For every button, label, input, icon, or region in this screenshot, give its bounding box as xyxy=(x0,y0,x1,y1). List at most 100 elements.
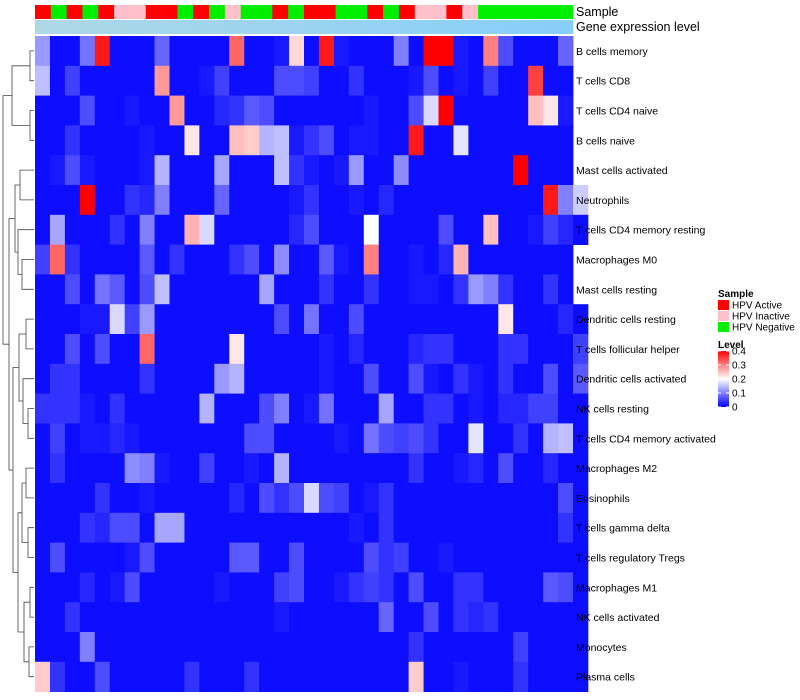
heatmap-cell xyxy=(348,36,365,67)
heatmap-cell xyxy=(154,65,170,96)
heatmap-cell xyxy=(408,453,424,484)
heatmap-cell xyxy=(363,363,380,394)
heatmap-cell xyxy=(363,214,380,245)
heatmap-cell xyxy=(35,363,51,394)
heatmap-cell xyxy=(558,155,574,186)
legend-tick-label: 0.2 xyxy=(732,375,746,386)
heatmap-cell xyxy=(109,125,126,156)
heatmap-cell xyxy=(139,214,155,245)
row-label: Macrophages M2 xyxy=(576,463,657,475)
heatmap-cell xyxy=(49,632,66,663)
row-label: T cells CD4 memory activated xyxy=(576,433,716,445)
annotation-label-sample: Sample xyxy=(576,5,618,19)
heatmap-cell xyxy=(139,632,155,663)
heatmap-cell xyxy=(378,244,395,275)
heatmap-cell xyxy=(513,542,529,573)
row-label: Neutrophils xyxy=(576,195,629,207)
heatmap-cell xyxy=(393,572,410,603)
heatmap-cell xyxy=(214,602,230,633)
row-label: Plasma cells xyxy=(576,672,635,684)
expression-annotation-cell xyxy=(478,20,495,34)
legend-entry-label: HPV Inactive xyxy=(732,312,790,323)
heatmap-cell xyxy=(453,214,469,245)
heatmap-cell xyxy=(318,661,335,692)
heatmap-cell xyxy=(229,363,245,394)
heatmap-cell xyxy=(348,65,365,96)
heatmap-cell xyxy=(528,661,544,692)
heatmap-cell xyxy=(453,572,469,603)
heatmap-cell xyxy=(498,661,514,692)
heatmap-cell xyxy=(199,423,215,454)
heatmap-cell xyxy=(378,274,395,305)
heatmap-cell xyxy=(423,334,439,365)
heatmap-cell xyxy=(483,36,499,67)
heatmap-cell xyxy=(109,274,126,305)
sample-annotation-cell xyxy=(35,5,52,19)
heatmap-cell xyxy=(259,483,275,514)
heatmap-cell xyxy=(229,542,245,573)
sample-annotation-cell xyxy=(209,5,226,19)
heatmap-cell xyxy=(244,453,260,484)
heatmap-cell xyxy=(35,274,51,305)
heatmap-cell xyxy=(49,214,66,245)
sample-annotation-cell xyxy=(478,5,495,19)
heatmap-cell xyxy=(528,155,544,186)
heatmap-cell xyxy=(184,214,200,245)
heatmap-cell xyxy=(184,304,200,335)
heatmap-cell xyxy=(513,393,529,424)
heatmap-cell xyxy=(423,483,439,514)
heatmap-cell xyxy=(244,185,260,216)
heatmap-cell xyxy=(289,185,305,216)
heatmap-cell xyxy=(573,661,589,692)
sample-annotation-cell xyxy=(240,5,257,19)
heatmap-cell xyxy=(363,453,380,484)
heatmap-cell xyxy=(214,632,230,663)
heatmap-cell xyxy=(169,423,185,454)
heatmap-cell xyxy=(49,602,66,633)
heatmap-cell xyxy=(139,274,155,305)
heatmap-cell xyxy=(453,542,469,573)
heatmap-cell xyxy=(468,632,484,663)
heatmap-cell xyxy=(438,661,454,692)
expression-annotation-cell xyxy=(557,20,574,34)
heatmap-cell xyxy=(543,65,559,96)
heatmap-cell xyxy=(453,393,469,424)
heatmap-cell xyxy=(513,453,529,484)
heatmap-cell xyxy=(289,244,305,275)
heatmap-cell xyxy=(259,632,275,663)
heatmap-cell xyxy=(573,423,589,454)
heatmap-cell xyxy=(109,393,126,424)
heatmap-cell xyxy=(423,453,439,484)
heatmap-cell xyxy=(169,661,185,692)
heatmap-cell xyxy=(513,602,529,633)
heatmap-cell xyxy=(49,274,66,305)
heatmap-cell xyxy=(543,36,559,67)
heatmap-cell xyxy=(408,244,424,275)
heatmap-cell xyxy=(124,483,141,514)
heatmap-cell xyxy=(244,572,260,603)
heatmap-cell xyxy=(289,274,305,305)
heatmap-cell xyxy=(423,572,439,603)
dendrogram-branch xyxy=(29,50,34,82)
heatmap-cell xyxy=(513,304,529,335)
heatmap-cell xyxy=(139,512,155,543)
sample-annotation-cell xyxy=(462,5,479,19)
heatmap-cell xyxy=(318,185,335,216)
heatmap-cell xyxy=(528,363,544,394)
heatmap-cell xyxy=(468,274,484,305)
heatmap-cell xyxy=(363,423,380,454)
heatmap-cell xyxy=(558,483,574,514)
heatmap-cell xyxy=(318,95,335,126)
heatmap-cell xyxy=(154,274,170,305)
heatmap-cell xyxy=(363,632,380,663)
heatmap-cell xyxy=(259,572,275,603)
heatmap-cell xyxy=(109,453,126,484)
heatmap-cell xyxy=(333,95,350,126)
heatmap-cell xyxy=(214,483,230,514)
heatmap-cell xyxy=(304,602,320,633)
heatmap-cell xyxy=(378,512,395,543)
heatmap-cell xyxy=(393,185,410,216)
heatmap-cell xyxy=(79,453,96,484)
sample-annotation-cell xyxy=(557,5,574,19)
heatmap-cell xyxy=(318,363,335,394)
